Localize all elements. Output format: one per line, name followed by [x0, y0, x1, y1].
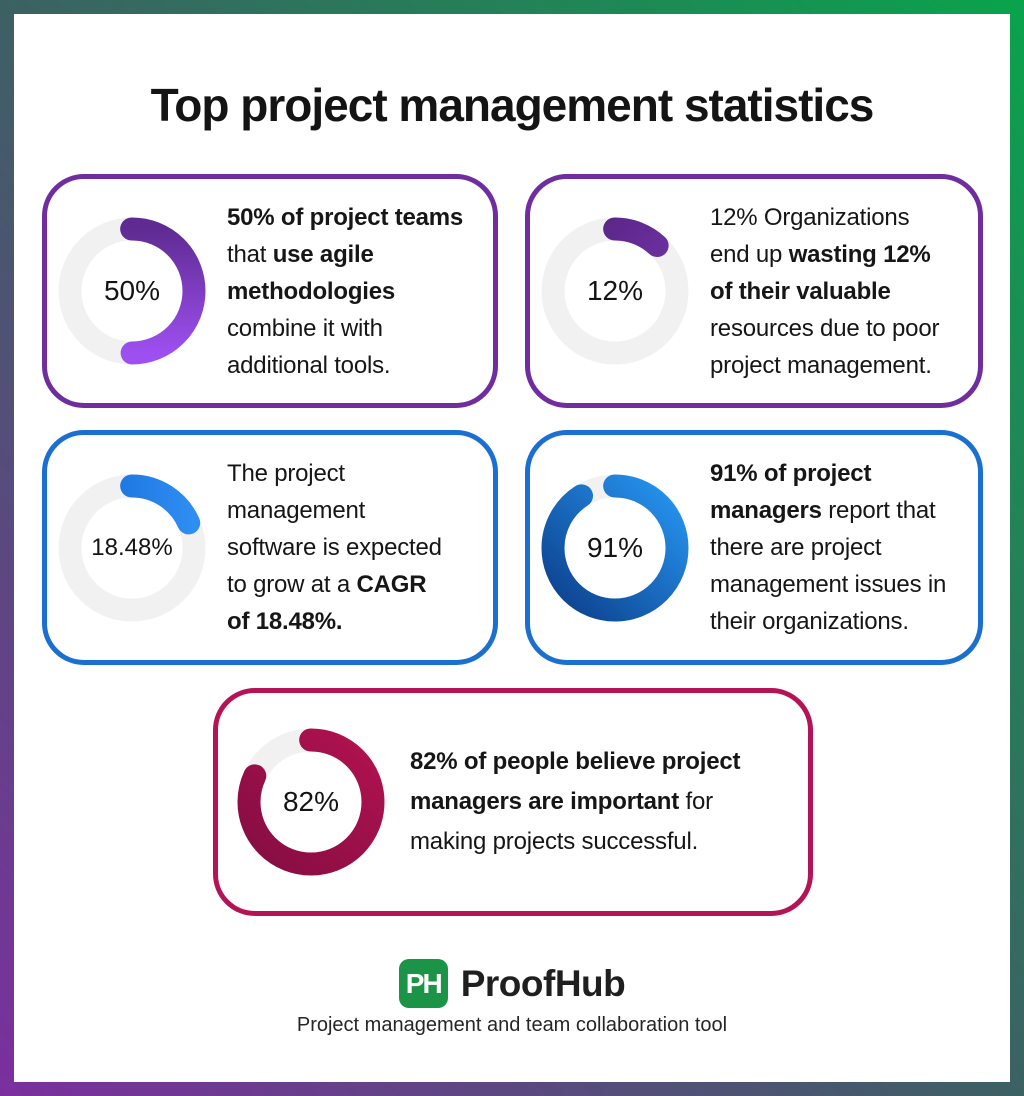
page-title: Top project management statistics	[150, 79, 875, 131]
proofhub-logo: PH ProofHub	[0, 959, 1024, 1008]
brand-name: ProofHub	[460, 962, 626, 1004]
proofhub-logo-icon: PH	[398, 959, 448, 1008]
stat-text: 50% of project teams that use agile method…	[227, 203, 464, 379]
stat-text: The project management software is expecte…	[227, 460, 442, 635]
donut-ring-icon	[58, 474, 206, 621]
stat-card-pm-importance: 82% 82% of people believe project manager…	[213, 688, 813, 916]
donut-percent-label: 12%	[586, 275, 644, 306]
stat-card-software-cagr: 18.48% The project management software is …	[42, 430, 498, 665]
donut-percent-label: 82%	[282, 786, 340, 817]
stat-card-agile-teams: 50% 50% of project teams that use agile me…	[42, 174, 498, 408]
stat-text: 82% of people believe project managers ar…	[410, 748, 741, 855]
donut-ring-icon	[58, 217, 206, 365]
stat-card-wasted-resources: 12% 12% Organizations end up wasting 12% o…	[525, 174, 983, 408]
donut-percent-label: 50%	[103, 275, 161, 306]
donut-chart-91: 91%	[540, 473, 690, 623]
donut-chart-82: 82%	[236, 727, 386, 877]
donut-percent-label: 91%	[586, 531, 644, 563]
logo-initials: PH	[405, 967, 443, 999]
donut-ring-icon	[541, 474, 689, 621]
donut-percent-label: 18.48%	[91, 533, 173, 561]
donut-chart-18: 18.48%	[57, 473, 207, 623]
donut-ring-icon	[237, 728, 385, 876]
brand-tagline: Project management and team collaboratio…	[296, 1014, 728, 1036]
stat-text: 91% of project managers report that there …	[710, 460, 947, 635]
stat-text: 12% Organizations end up wasting 12% of th…	[710, 203, 940, 379]
stat-card-pm-issues: 91% 91% of project managers report that th…	[525, 430, 983, 665]
donut-ring-icon	[541, 217, 689, 365]
donut-chart-12: 12%	[540, 216, 690, 366]
donut-chart-50: 50%	[57, 216, 207, 366]
